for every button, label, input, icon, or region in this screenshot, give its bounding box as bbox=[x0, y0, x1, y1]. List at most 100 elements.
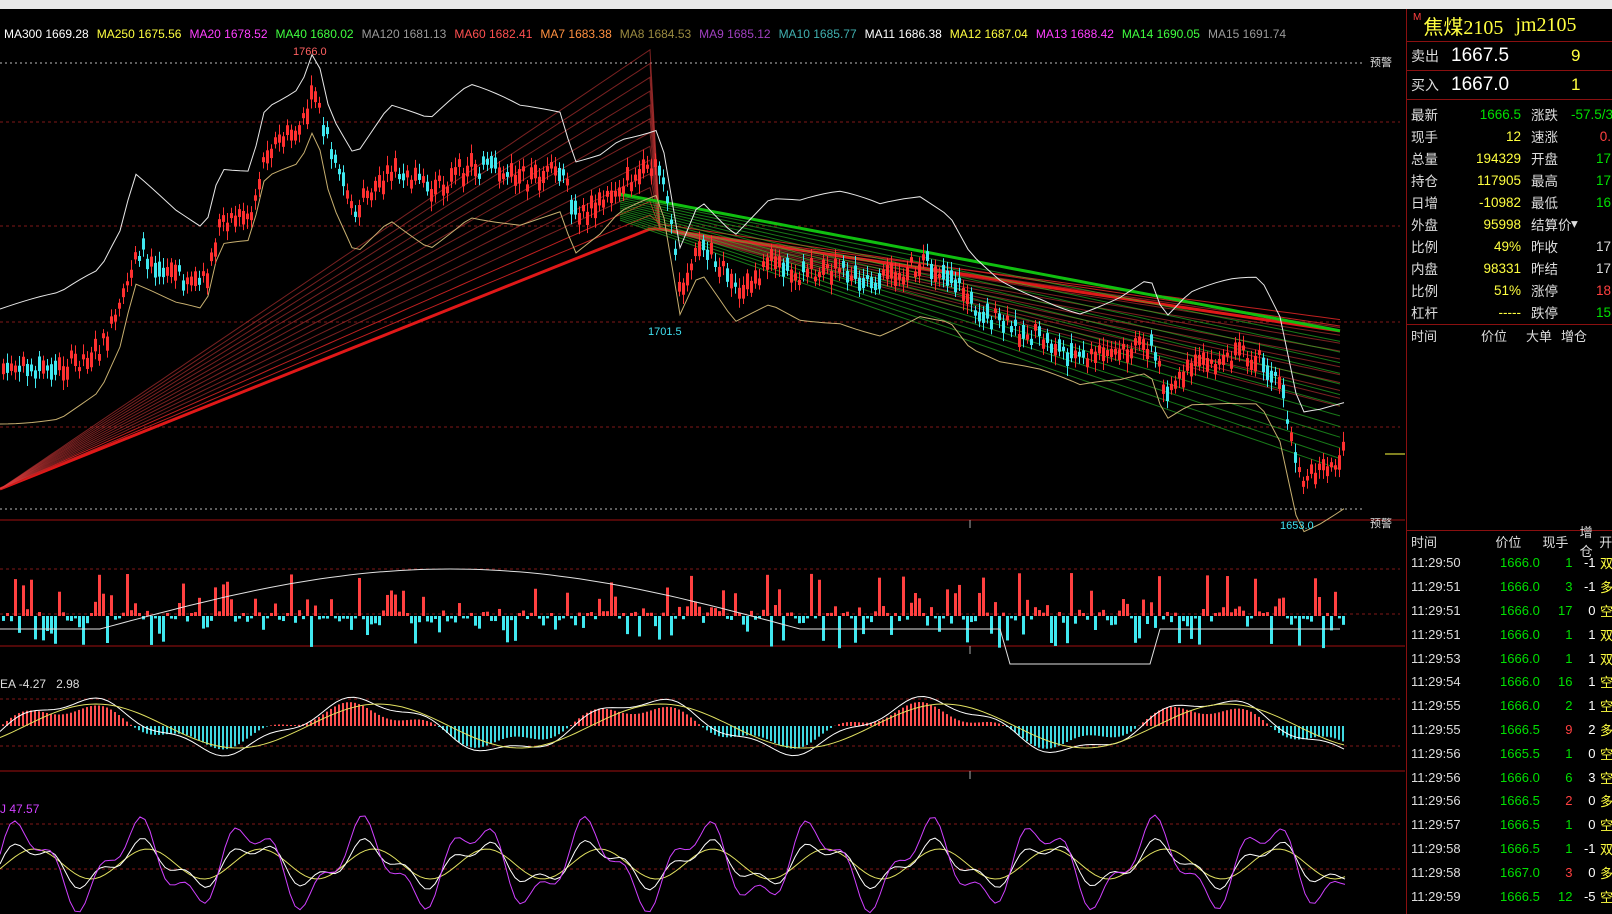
column-header[interactable]: 现手 bbox=[1542, 534, 1569, 550]
column-header[interactable]: 增仓 bbox=[1561, 328, 1588, 344]
candle-body bbox=[970, 291, 973, 304]
column-header[interactable]: 时间 bbox=[1411, 534, 1438, 550]
volume-bar bbox=[1210, 616, 1213, 622]
tick-row[interactable]: 11:29:50 1666.0 1 -1 双 bbox=[1407, 551, 1612, 575]
candle-body bbox=[882, 269, 885, 276]
tick-row[interactable]: 11:29:55 1666.5 9 2 多 bbox=[1407, 718, 1612, 742]
volume-bar bbox=[1318, 597, 1321, 616]
candle-body bbox=[242, 210, 245, 225]
tick-row[interactable]: 11:29:51 1666.0 3 -1 多 bbox=[1407, 575, 1612, 599]
volume-bar bbox=[198, 597, 201, 616]
tick-row[interactable]: 11:29:53 1666.0 1 1 双 bbox=[1407, 646, 1612, 670]
macd-histogram-bar bbox=[946, 714, 948, 726]
kdj-j-line bbox=[0, 814, 1346, 914]
macd-histogram-bar bbox=[54, 714, 56, 726]
candle-body bbox=[622, 186, 625, 194]
column-header[interactable]: 大单 bbox=[1526, 328, 1553, 344]
tick-row[interactable]: 11:29:51 1666.0 1 1 双 bbox=[1407, 622, 1612, 646]
candle-body bbox=[146, 258, 149, 270]
volume-bar bbox=[454, 616, 457, 623]
volume-bar bbox=[814, 616, 817, 619]
candle-body bbox=[1066, 352, 1069, 367]
tick-row[interactable]: 11:29:58 1666.5 1 -1 双 bbox=[1407, 837, 1612, 861]
macd-histogram-bar bbox=[278, 724, 280, 726]
volume-bar bbox=[710, 607, 713, 616]
macd-histogram-bar bbox=[410, 719, 412, 726]
candle-body bbox=[674, 248, 677, 255]
macd-histogram-bar bbox=[978, 722, 980, 726]
candle-body bbox=[634, 174, 637, 181]
volume-bar bbox=[158, 616, 161, 634]
candle-body bbox=[1174, 380, 1177, 389]
macd-histogram-bar bbox=[1082, 726, 1084, 736]
kline-chart-canvas[interactable] bbox=[0, 9, 1405, 914]
tick-row[interactable]: 11:29:55 1666.0 2 1 空 bbox=[1407, 694, 1612, 718]
macd-histogram-bar bbox=[1158, 710, 1160, 726]
ask-row[interactable]: 卖出 1667.5 9 bbox=[1407, 42, 1612, 71]
volume-bar bbox=[826, 612, 829, 616]
volume-bar bbox=[566, 592, 569, 616]
kline-chart-area[interactable]: MA300 1669.28 MA250 1675.56 MA20 1678.52 MA… bbox=[0, 9, 1405, 914]
volume-bar bbox=[578, 612, 581, 616]
volume-bar bbox=[330, 599, 333, 616]
candle-body bbox=[450, 168, 453, 182]
candle-body bbox=[398, 174, 401, 180]
volume-bar bbox=[14, 579, 17, 616]
column-header[interactable]: 价位 bbox=[1495, 534, 1522, 550]
big-order-header: 时间 价位 大单 增仓 bbox=[1407, 325, 1612, 345]
candle-body bbox=[322, 125, 325, 137]
candle-body bbox=[262, 157, 265, 163]
candle-body bbox=[994, 308, 997, 313]
candle-body bbox=[1262, 357, 1265, 373]
macd-histogram-bar bbox=[966, 722, 968, 726]
candle-body bbox=[1298, 467, 1301, 473]
volume-bar bbox=[1194, 616, 1197, 619]
tick-row[interactable]: 11:29:56 1665.5 1 0 空 bbox=[1407, 741, 1612, 765]
candle-body bbox=[570, 199, 573, 215]
tick-row[interactable]: 11:29:58 1667.0 3 0 多 bbox=[1407, 860, 1612, 884]
column-header[interactable]: 开 bbox=[1599, 534, 1612, 550]
candle-body bbox=[214, 242, 217, 257]
column-header[interactable]: 时间 bbox=[1411, 328, 1438, 344]
tick-time: 11:29:58 bbox=[1411, 840, 1461, 856]
bid-row[interactable]: 买入 1667.0 1 bbox=[1407, 71, 1612, 100]
tick-row[interactable]: 11:29:57 1666.5 1 0 空 bbox=[1407, 813, 1612, 837]
contract-title[interactable]: M 焦煤2105 jm2105 bbox=[1407, 9, 1612, 42]
volume-bar bbox=[590, 612, 593, 616]
column-header[interactable]: 增仓 bbox=[1579, 525, 1593, 559]
macd-histogram-bar bbox=[1278, 726, 1280, 734]
macd-histogram-bar bbox=[222, 726, 224, 750]
tick-row[interactable]: 11:29:56 1666.5 2 0 多 bbox=[1407, 789, 1612, 813]
column-header[interactable]: 价位 bbox=[1481, 328, 1508, 344]
volume-bar bbox=[934, 616, 937, 619]
tick-oi-change: 3 bbox=[1588, 769, 1596, 785]
tick-volume: 1 bbox=[1565, 626, 1573, 642]
tick-volume: 16 bbox=[1558, 674, 1573, 690]
candle-body bbox=[302, 113, 305, 119]
macd-histogram-bar bbox=[594, 709, 596, 726]
candle-body bbox=[714, 261, 717, 268]
volume-bar bbox=[74, 616, 77, 619]
tick-row[interactable]: 11:29:51 1666.0 17 0 空 bbox=[1407, 599, 1612, 623]
tick-type: 双 bbox=[1599, 627, 1612, 643]
macd-histogram-bar bbox=[42, 712, 44, 726]
tick-type: 空 bbox=[1599, 746, 1612, 762]
macd-histogram-bar bbox=[382, 716, 384, 726]
volume-bar bbox=[734, 593, 737, 616]
settle-dropdown-icon[interactable]: ▾ bbox=[1571, 216, 1578, 231]
volume-bar bbox=[1314, 578, 1317, 616]
ma-ribbon-line bbox=[0, 159, 1341, 490]
candle-body bbox=[550, 162, 553, 169]
tick-list[interactable]: 时间 价位 现手 增仓开 11:29:50 1666.0 1 -1 双 11:29:51 1666… bbox=[1407, 525, 1612, 908]
alarm-upper-label[interactable]: 预警 bbox=[1370, 57, 1392, 69]
volume-bar bbox=[1302, 616, 1305, 619]
macd-histogram-bar bbox=[1030, 726, 1032, 744]
tick-row[interactable]: 11:29:56 1666.0 6 3 空 bbox=[1407, 765, 1612, 789]
candle-body bbox=[1086, 358, 1089, 368]
tick-row[interactable]: 11:29:59 1666.5 12 -5 空 bbox=[1407, 884, 1612, 908]
alarm-lower-label[interactable]: 预警 bbox=[1370, 518, 1392, 530]
stat-value: 1666.5 bbox=[1479, 106, 1521, 122]
kdj-value: 47.57 bbox=[9, 802, 40, 816]
tick-row[interactable]: 11:29:54 1666.0 16 1 空 bbox=[1407, 670, 1612, 694]
volume-bar bbox=[758, 616, 761, 619]
